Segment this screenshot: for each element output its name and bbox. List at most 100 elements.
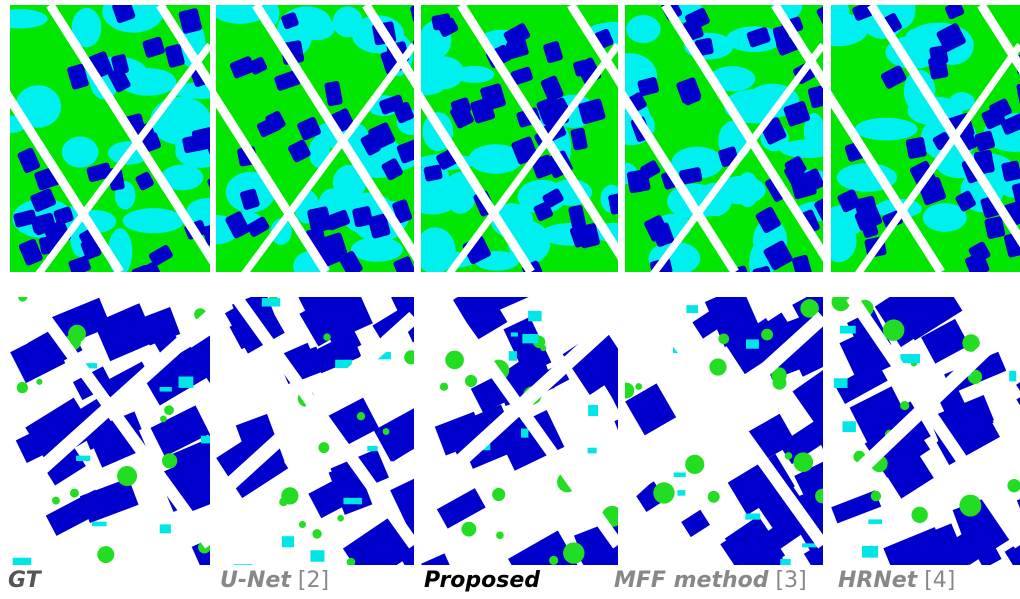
low-vegetation — [862, 546, 878, 558]
tree — [563, 542, 584, 563]
caption-ref: [4] — [924, 568, 955, 593]
caption: MFF method [3] — [614, 566, 807, 596]
figure — [0, 0, 1020, 566]
tree — [52, 497, 60, 505]
tree — [911, 507, 927, 523]
tree — [117, 466, 137, 486]
low-vegetation — [511, 332, 518, 336]
tree — [17, 382, 28, 393]
low-vegetation — [588, 405, 598, 416]
caption-ref: [2] — [298, 568, 329, 593]
tree — [492, 488, 505, 501]
caption: Proposed — [424, 566, 540, 596]
tree — [97, 546, 114, 563]
tree — [708, 491, 720, 503]
low-vegetation — [674, 472, 686, 477]
caption-name: Proposed — [424, 568, 540, 593]
low-vegetation — [262, 298, 280, 306]
tree — [337, 515, 344, 522]
tree — [815, 489, 830, 504]
tree — [871, 491, 881, 501]
low-vegetation — [76, 456, 90, 461]
low-vegetation — [1009, 371, 1016, 381]
tree — [164, 405, 174, 415]
low-vegetation — [900, 354, 920, 363]
tree — [70, 489, 79, 498]
low-vegetation — [367, 446, 377, 451]
low-vegetation — [626, 15, 660, 43]
low-vegetation — [736, 172, 759, 207]
tree — [883, 319, 905, 341]
building — [905, 137, 927, 160]
tree — [160, 415, 167, 422]
low-vegetation — [351, 237, 403, 262]
tree — [445, 351, 464, 370]
low-vegetation — [310, 550, 324, 562]
low-vegetation — [677, 490, 685, 496]
caption-name: U-Net — [220, 568, 291, 593]
tree — [323, 333, 330, 340]
building — [352, 206, 374, 228]
tree — [318, 442, 329, 453]
low-vegetation — [834, 378, 848, 388]
tree — [162, 453, 177, 468]
low-vegetation — [13, 558, 32, 566]
caption: U-Net [2] — [220, 566, 329, 596]
low-vegetation — [522, 334, 538, 343]
tree — [900, 401, 909, 410]
tree — [496, 532, 504, 540]
low-vegetation — [686, 305, 698, 313]
caption-name: MFF method — [614, 568, 769, 593]
tree — [404, 350, 418, 364]
tree — [549, 556, 558, 565]
tree — [761, 329, 773, 341]
low-vegetation — [160, 387, 172, 392]
tree — [773, 376, 787, 390]
low-vegetation — [160, 524, 171, 533]
page: {"captions": [ {"name": "GT"}, {"name": … — [0, 0, 1020, 599]
low-vegetation — [62, 137, 99, 168]
caption-ref: [3] — [776, 568, 807, 593]
tree — [465, 375, 477, 387]
low-vegetation — [855, 118, 918, 141]
low-vegetation — [780, 559, 790, 566]
low-vegetation — [509, 351, 517, 361]
low-vegetation — [588, 448, 597, 454]
tree — [383, 428, 390, 435]
caption-name: HRNet — [838, 568, 917, 593]
low-vegetation — [528, 311, 541, 321]
low-vegetation — [746, 339, 759, 348]
tree — [540, 345, 546, 351]
tree — [312, 529, 321, 538]
tree — [653, 482, 674, 503]
caption-name: GT — [8, 568, 41, 593]
tree — [461, 522, 476, 537]
tree — [440, 383, 448, 391]
low-vegetation — [842, 421, 855, 432]
segmentation-panel — [831, 279, 1020, 566]
low-vegetation — [92, 522, 107, 527]
low-vegetation — [179, 376, 194, 387]
tree — [357, 412, 365, 420]
tree — [279, 497, 288, 506]
low-vegetation — [282, 536, 294, 547]
low-vegetation — [840, 326, 856, 334]
low-vegetation — [343, 498, 362, 504]
tree — [635, 383, 642, 390]
tree — [785, 452, 792, 459]
low-vegetation — [521, 428, 528, 437]
tree — [618, 383, 634, 399]
caption: GT — [8, 566, 41, 596]
tree — [685, 455, 704, 474]
tree — [709, 358, 726, 375]
low-vegetation — [949, 92, 974, 111]
tree — [793, 452, 813, 472]
tree — [36, 379, 42, 385]
tree — [299, 521, 306, 528]
caption: HRNet [4] — [838, 566, 955, 596]
tree — [718, 334, 729, 345]
low-vegetation — [868, 519, 882, 524]
low-vegetation — [123, 208, 185, 233]
low-vegetation — [333, 6, 363, 37]
low-vegetation — [201, 436, 216, 444]
